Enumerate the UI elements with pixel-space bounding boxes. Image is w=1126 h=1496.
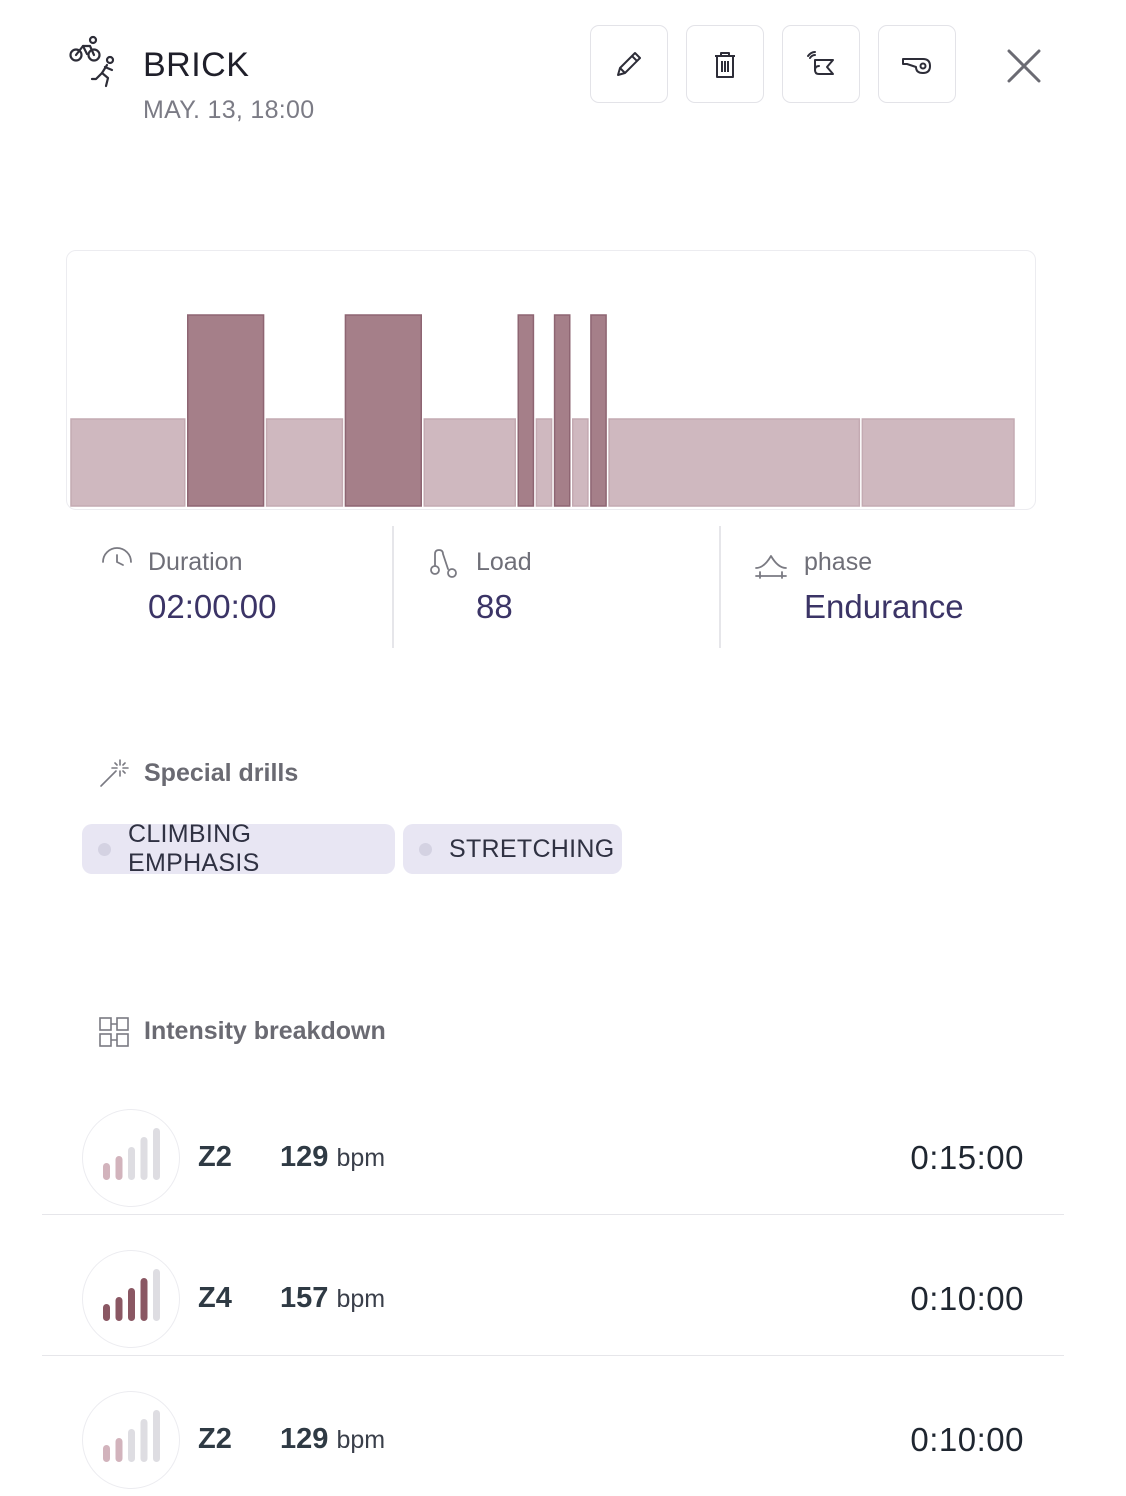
trash-icon (715, 52, 735, 78)
chart-bar-10 (608, 418, 861, 507)
bpm-unit: bpm (336, 1144, 386, 1172)
zone-name: Z4 (198, 1282, 232, 1314)
pencil-icon (617, 52, 641, 76)
intensity-row[interactable]: Z2 129 bpm 0:10:00 (42, 1355, 1064, 1496)
intensity-breakdown-title: Intensity breakdown (144, 1017, 386, 1045)
zone-duration: 0:15:00 (910, 1139, 1024, 1176)
chart-bar-6 (535, 418, 553, 507)
delete-button[interactable] (686, 25, 764, 103)
signal-bar-1 (103, 1163, 110, 1180)
chart-bar-11 (861, 418, 1015, 507)
phase-label: phase (804, 548, 873, 576)
grid-icon (98, 1016, 130, 1048)
chart-bar-1 (187, 314, 265, 507)
bpm-value: 157 (280, 1282, 329, 1314)
zone-name: Z2 (198, 1423, 232, 1455)
chart-bar-5 (517, 314, 535, 507)
clock-icon (100, 546, 134, 580)
signal-bar-2 (115, 1297, 123, 1321)
special-drills-title: Special drills (144, 759, 299, 787)
zone-level-indicator (82, 1109, 180, 1207)
signal-bar-1 (103, 1304, 110, 1321)
signal-bar-5 (153, 1410, 160, 1462)
chart-bar-7 (553, 314, 571, 507)
signal-bar-4 (140, 1419, 148, 1462)
intensity-row[interactable]: Z2 129 bpm 0:15:00 (42, 1073, 1064, 1215)
stat-divider (392, 526, 394, 648)
chart-bar-2 (265, 418, 344, 507)
signal-bars-icon (103, 1410, 160, 1462)
chart-bar-0 (70, 418, 186, 507)
intensity-row[interactable]: Z4 157 bpm 0:10:00 (42, 1214, 1064, 1356)
bpm-value: 129 (280, 1141, 329, 1173)
signal-bars-icon (103, 1269, 160, 1321)
signal-bar-3 (128, 1147, 135, 1180)
drill-chip-label: STRETCHING (449, 834, 615, 863)
workout-title: BRICK (143, 46, 250, 84)
zone-duration: 0:10:00 (910, 1421, 1024, 1458)
zone-level-indicator (82, 1391, 180, 1489)
scroll-wifi-icon (807, 51, 834, 75)
signal-bar-3 (128, 1288, 135, 1321)
workout-intensity-chart (66, 250, 1036, 510)
chart-bar-4 (423, 418, 516, 507)
drill-chip: CLIMBING EMPHASIS (82, 820, 395, 877)
duration-label: Duration (148, 548, 243, 576)
load-icon (428, 546, 462, 580)
signal-bars-icon (103, 1128, 160, 1180)
close-icon (1007, 49, 1041, 83)
signal-bar-4 (140, 1137, 148, 1180)
whistle-icon (902, 58, 931, 74)
chip-dot (98, 843, 111, 856)
load-value: 88 (476, 588, 513, 625)
drill-chip-label: CLIMBING EMPHASIS (128, 820, 260, 877)
chart-bar-3 (344, 314, 423, 507)
bpm-unit: bpm (336, 1285, 386, 1313)
signal-bar-5 (153, 1269, 160, 1321)
duration-value: 02:00:00 (148, 588, 277, 625)
whistle-button[interactable] (878, 25, 956, 103)
signal-bar-2 (115, 1438, 123, 1462)
chart-svg (70, 314, 1015, 507)
zone-bpm: 129 bpm (280, 1141, 385, 1174)
zone-name: Z2 (198, 1141, 232, 1173)
signal-bar-4 (140, 1278, 148, 1321)
close-button[interactable] (1000, 42, 1048, 90)
chart-bar-8 (572, 418, 589, 507)
mountain-icon (754, 546, 788, 580)
phase-value: Endurance (804, 588, 964, 625)
zone-bpm: 157 bpm (280, 1282, 385, 1315)
share-button[interactable] (782, 25, 860, 103)
drill-chip: STRETCHING (403, 824, 622, 874)
workout-date: MAY. 13, 18:00 (143, 96, 315, 124)
load-label: Load (476, 548, 532, 576)
edit-button[interactable] (590, 25, 668, 103)
signal-bar-1 (103, 1445, 110, 1462)
chart-bar-9 (590, 314, 607, 507)
signal-bar-3 (128, 1429, 135, 1462)
magic-wand-icon (98, 757, 130, 789)
zone-level-indicator (82, 1250, 180, 1348)
stat-divider (719, 526, 721, 648)
zone-bpm: 129 bpm (280, 1423, 385, 1456)
signal-bar-5 (153, 1128, 160, 1180)
bpm-unit: bpm (336, 1426, 386, 1454)
zone-duration: 0:10:00 (910, 1280, 1024, 1317)
chip-dot (419, 843, 432, 856)
bpm-value: 129 (280, 1423, 329, 1455)
signal-bar-2 (115, 1156, 123, 1180)
bike-run-icon (66, 34, 118, 90)
